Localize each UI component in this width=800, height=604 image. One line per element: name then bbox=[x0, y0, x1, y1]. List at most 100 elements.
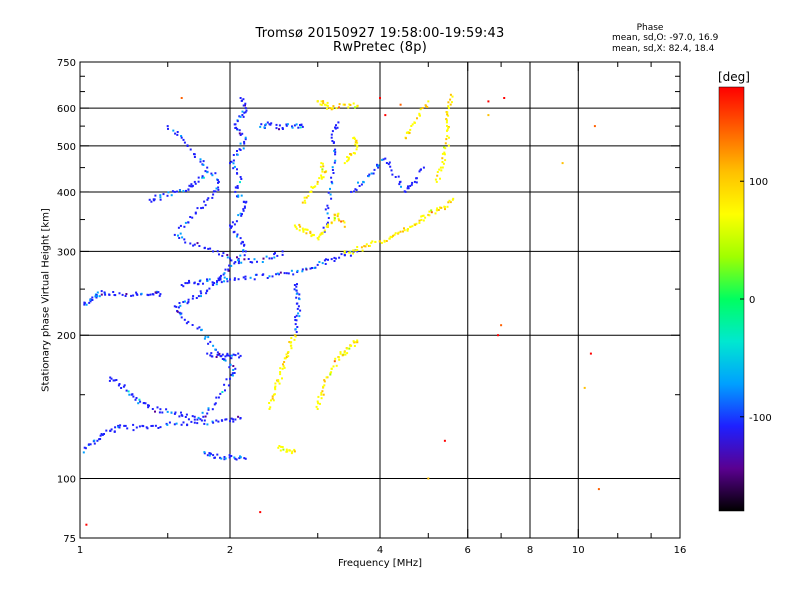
data-point-x bbox=[310, 185, 313, 188]
data-point-scattered bbox=[589, 352, 592, 355]
data-point-x bbox=[332, 105, 335, 108]
data-point-o bbox=[187, 418, 190, 421]
data-point-x bbox=[443, 205, 446, 208]
data-point-o bbox=[297, 126, 300, 129]
data-point-x bbox=[287, 351, 290, 353]
data-point-x bbox=[280, 445, 283, 448]
data-point-o bbox=[173, 412, 176, 415]
data-point-x bbox=[436, 207, 439, 210]
x-tick-label: 16 bbox=[674, 545, 687, 556]
data-point-o bbox=[223, 280, 226, 283]
data-point-o bbox=[83, 301, 86, 304]
data-point-o bbox=[196, 242, 199, 245]
data-point-o bbox=[229, 455, 232, 458]
data-point-o bbox=[219, 456, 221, 459]
data-point-o bbox=[146, 427, 149, 430]
data-point-o bbox=[180, 423, 183, 426]
data-point-o bbox=[388, 161, 391, 164]
data-point-x bbox=[380, 241, 383, 244]
data-point-o bbox=[118, 383, 121, 385]
data-point-o bbox=[167, 191, 170, 194]
data-point-x bbox=[352, 252, 354, 255]
data-point-x bbox=[294, 225, 297, 228]
data-point-x bbox=[330, 107, 333, 110]
data-point-scattered bbox=[379, 97, 381, 99]
data-point-o bbox=[227, 354, 229, 357]
data-point-o bbox=[222, 273, 225, 276]
data-point-o bbox=[243, 111, 246, 114]
data-point-o bbox=[159, 426, 162, 429]
data-point-o bbox=[184, 221, 187, 224]
data-point-o bbox=[177, 226, 180, 229]
data-point-x bbox=[309, 232, 312, 234]
data-point-x bbox=[320, 177, 323, 180]
data-point-o bbox=[188, 184, 191, 187]
data-point-x bbox=[443, 151, 446, 154]
data-point-x bbox=[402, 230, 404, 233]
data-point-o bbox=[244, 107, 247, 110]
data-point-o bbox=[422, 166, 425, 169]
data-point-x bbox=[428, 214, 431, 217]
data-point-o bbox=[236, 256, 238, 259]
data-point-x bbox=[363, 245, 366, 248]
data-point-o bbox=[330, 197, 333, 200]
data-point-o bbox=[327, 217, 330, 219]
data-point-o bbox=[170, 194, 173, 197]
data-point-o bbox=[207, 247, 210, 250]
data-point-x bbox=[293, 334, 296, 337]
data-point-o bbox=[226, 277, 228, 280]
data-point-x bbox=[447, 107, 450, 110]
data-point-o bbox=[89, 443, 92, 446]
data-point-x bbox=[274, 382, 277, 385]
data-point-scattered bbox=[443, 439, 446, 442]
data-point-x bbox=[424, 104, 427, 107]
data-point-o bbox=[297, 305, 300, 308]
data-point-x bbox=[320, 176, 323, 179]
data-point-o bbox=[237, 194, 240, 197]
data-point-x bbox=[320, 162, 323, 165]
data-point-o bbox=[394, 176, 397, 178]
data-point-o bbox=[202, 415, 205, 418]
data-point-x bbox=[397, 231, 400, 234]
data-point-x bbox=[436, 209, 438, 212]
data-point-o bbox=[144, 402, 147, 405]
data-point-x bbox=[293, 448, 296, 451]
data-point-o bbox=[220, 457, 223, 460]
data-point-o bbox=[295, 296, 298, 299]
data-point-o bbox=[104, 293, 107, 296]
data-point-o bbox=[173, 423, 176, 426]
data-point-o bbox=[204, 415, 207, 418]
data-point-o bbox=[242, 250, 244, 253]
data-point-o bbox=[89, 300, 92, 303]
data-point-x bbox=[274, 386, 276, 389]
data-point-scattered bbox=[487, 114, 490, 117]
data-point-o bbox=[203, 337, 206, 340]
data-point-o bbox=[278, 128, 280, 131]
data-point-o bbox=[326, 204, 329, 207]
data-point-x bbox=[346, 156, 349, 158]
data-point-x bbox=[446, 124, 448, 127]
data-point-x bbox=[444, 147, 447, 150]
data-point-x bbox=[442, 162, 445, 165]
data-point-o bbox=[275, 123, 278, 126]
data-point-x bbox=[333, 360, 336, 363]
data-point-x bbox=[310, 190, 312, 193]
data-point-x bbox=[354, 152, 356, 155]
data-point-x bbox=[320, 174, 323, 177]
data-point-o bbox=[333, 161, 336, 164]
x-tick-label: 10 bbox=[572, 545, 585, 556]
data-point-o bbox=[242, 200, 245, 203]
data-point-o bbox=[193, 156, 196, 158]
data-point-o bbox=[223, 272, 226, 275]
data-point-o bbox=[334, 127, 337, 130]
data-point-o bbox=[295, 319, 298, 322]
data-point-o bbox=[360, 183, 363, 186]
data-point-o bbox=[239, 237, 242, 240]
data-point-x bbox=[281, 367, 284, 370]
data-point-x bbox=[403, 227, 405, 230]
data-point-scattered bbox=[399, 103, 402, 106]
data-point-o bbox=[212, 190, 215, 193]
data-point-o bbox=[115, 379, 118, 381]
data-point-o bbox=[178, 415, 181, 418]
